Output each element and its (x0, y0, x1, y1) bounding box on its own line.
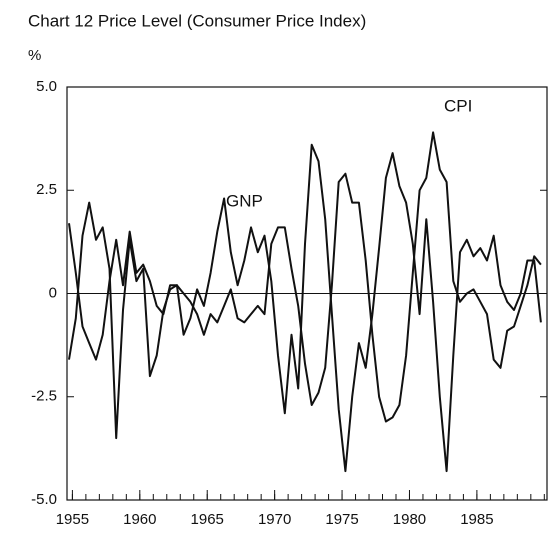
series-line (68, 131, 542, 423)
y-tick-label: 5.0 (36, 78, 57, 95)
x-tick-label: 1965 (191, 511, 224, 528)
series-line (68, 143, 542, 473)
series-label: GNP (226, 191, 263, 210)
series-label: CPI (444, 96, 472, 115)
chart-title: Chart 12 Price Level (Consumer Price Ind… (28, 11, 366, 30)
y-axis-label: % (28, 47, 41, 64)
x-tick-label: 1960 (123, 511, 156, 528)
y-tick-label: -2.5 (31, 388, 57, 405)
x-tick-label: 1970 (258, 511, 291, 528)
x-tick-label: 1955 (56, 511, 89, 528)
y-tick-label: -5.0 (31, 491, 57, 508)
y-tick-label: 0 (49, 284, 57, 301)
y-tick-label: 2.5 (36, 181, 57, 198)
x-tick-label: 1975 (325, 511, 358, 528)
x-tick-label: 1985 (460, 511, 493, 528)
x-tick-label: 1980 (393, 511, 426, 528)
